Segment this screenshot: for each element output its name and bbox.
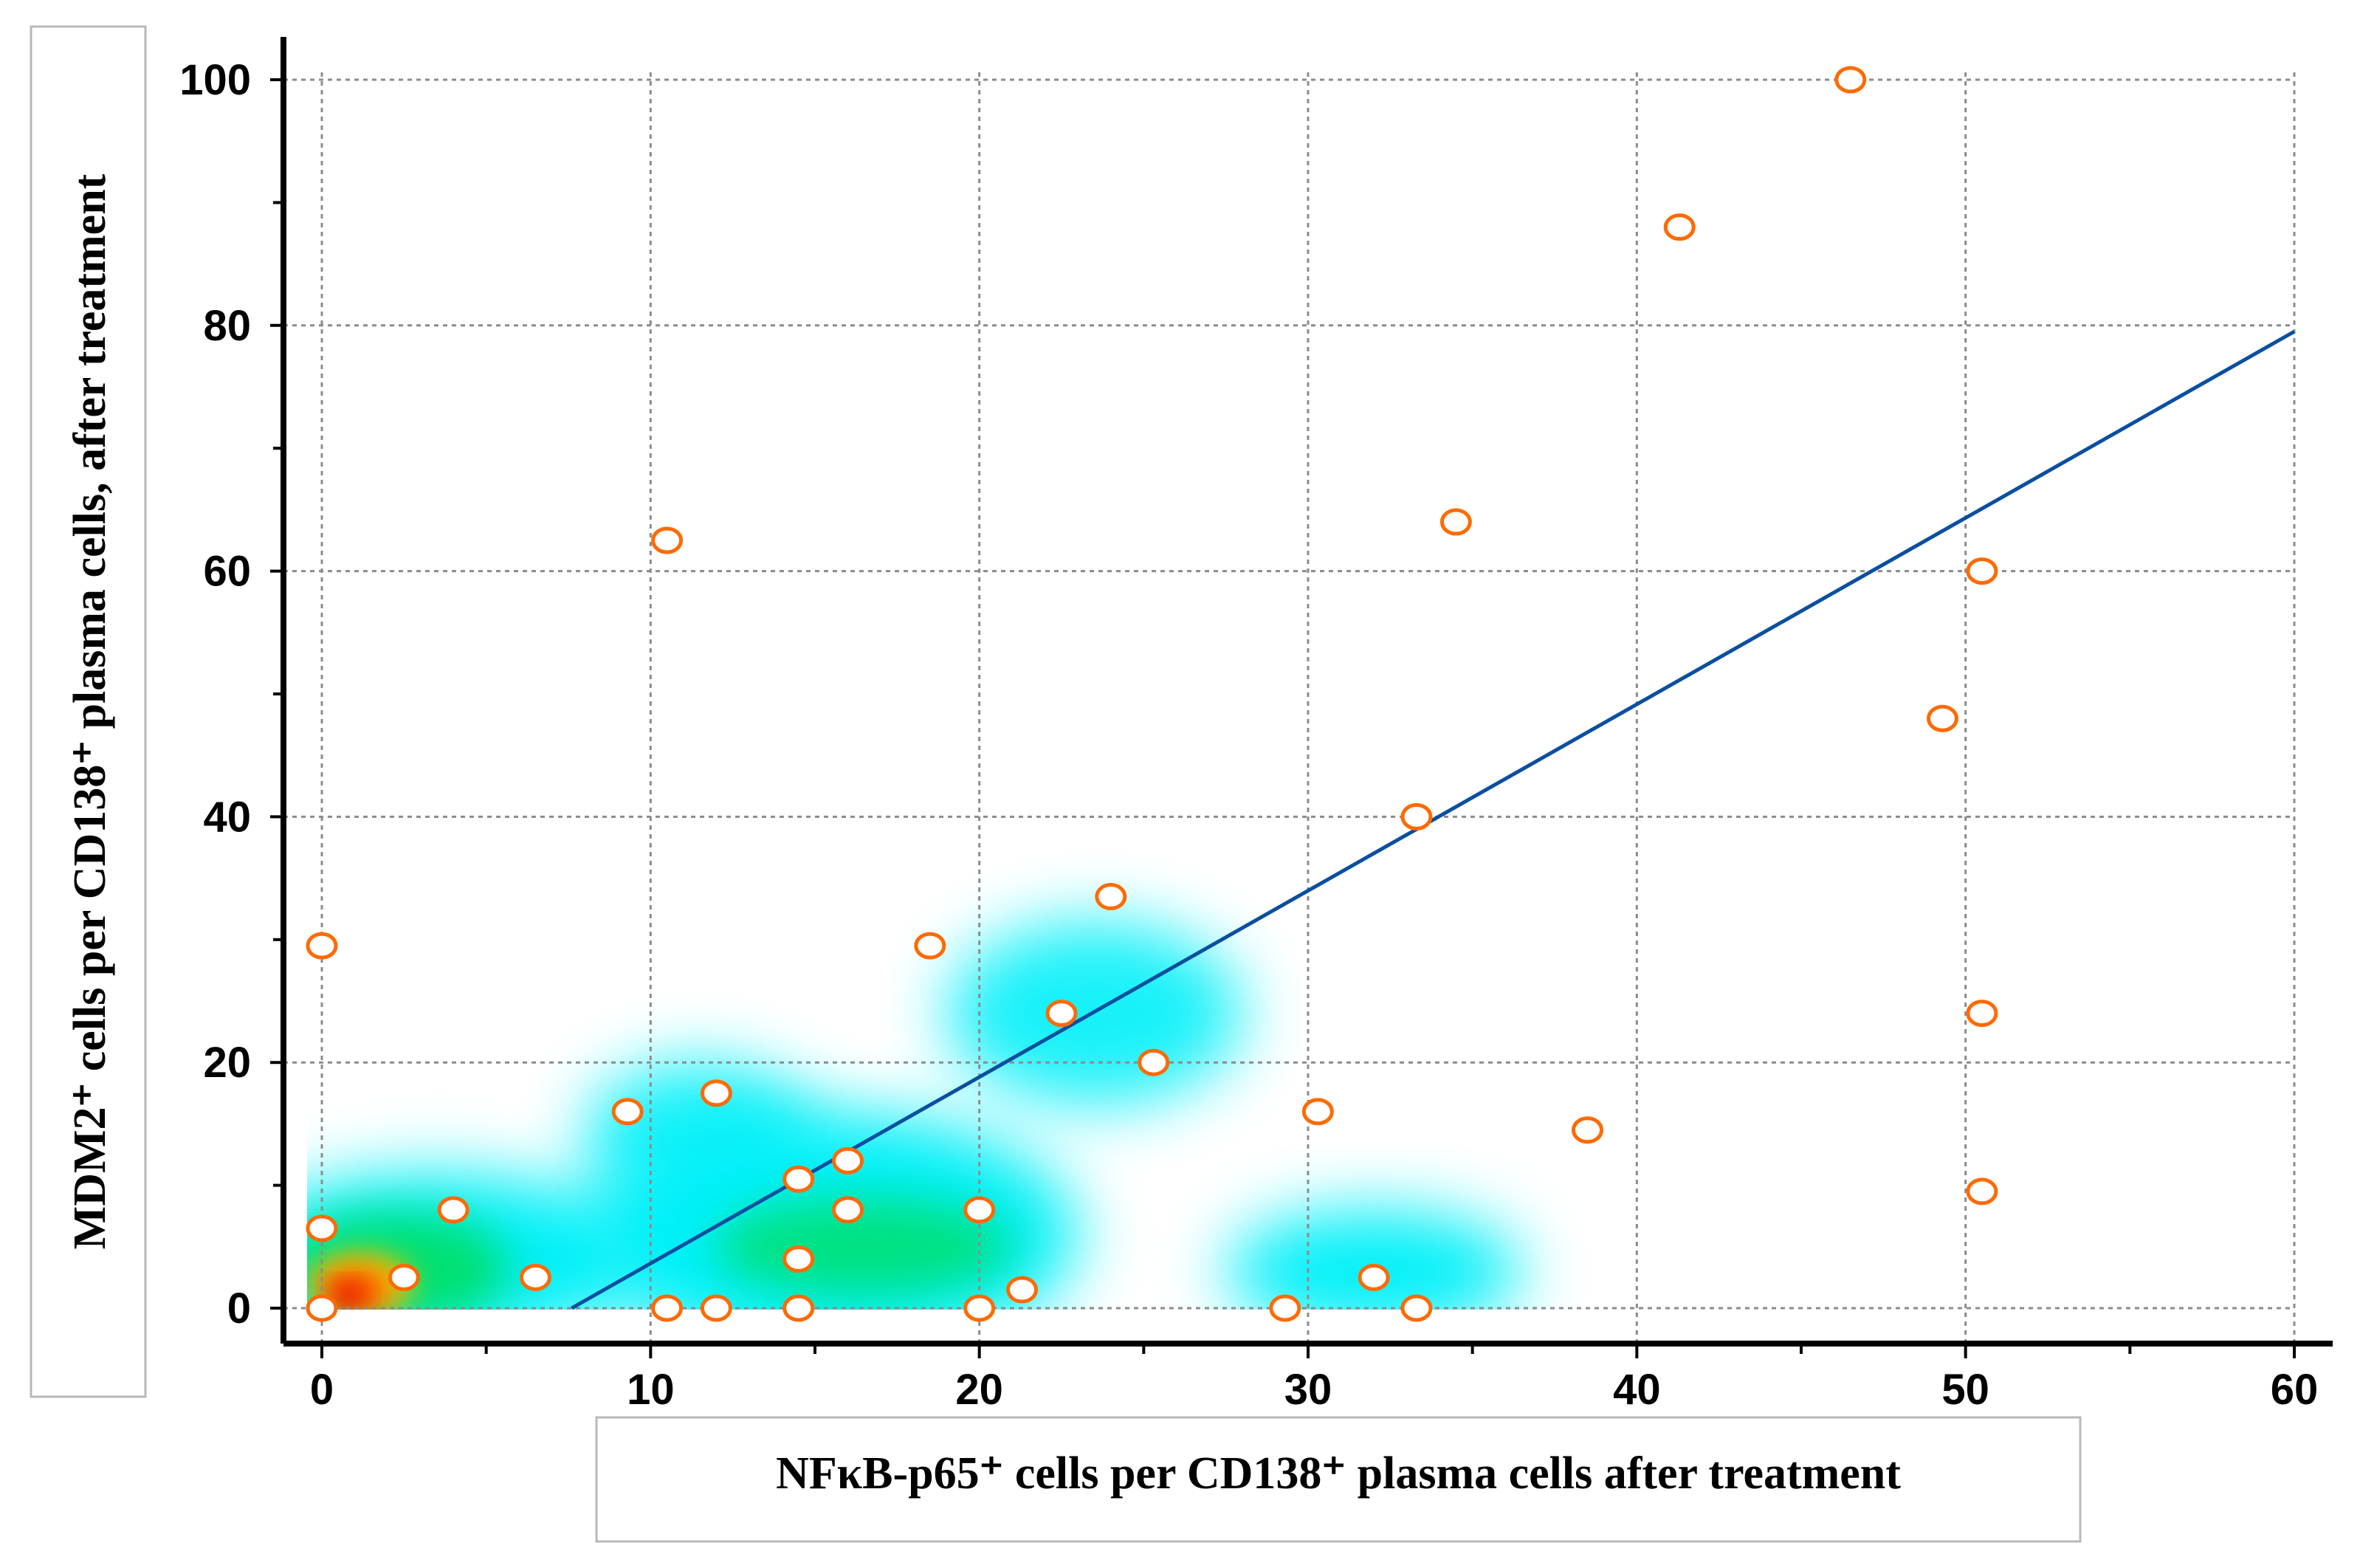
regression-line	[571, 329, 2296, 1310]
data-point	[651, 1294, 684, 1322]
data-point	[782, 1294, 815, 1322]
y-tick-label-80: 80	[203, 302, 251, 350]
density-cyan-right	[1225, 1209, 1522, 1310]
data-point	[306, 932, 338, 960]
data-point	[782, 1245, 815, 1273]
data-point	[1045, 1000, 1078, 1028]
gridlines	[283, 72, 2296, 1344]
x-axis-title-frame	[595, 1416, 2082, 1543]
x-tick-label-20: 20	[955, 1366, 1003, 1414]
y-tick-label-40: 40	[203, 793, 251, 841]
y-tick-label-0: 0	[227, 1285, 251, 1333]
data-point	[306, 1294, 338, 1322]
data-point	[1358, 1263, 1390, 1291]
data-point	[832, 1146, 864, 1175]
data-point	[388, 1263, 420, 1291]
x-tick-label-40: 40	[1613, 1366, 1661, 1414]
y-axis-title-frame	[30, 25, 147, 1398]
data-point	[651, 526, 684, 554]
data-point	[1400, 802, 1433, 831]
y-tick-label-100: 100	[179, 56, 251, 104]
data-point	[306, 1214, 338, 1242]
y-tick-label-20: 20	[203, 1039, 251, 1087]
data-point	[963, 1196, 996, 1224]
data-point	[963, 1294, 996, 1322]
data-point	[1095, 883, 1127, 911]
x-tick-label-50: 50	[1941, 1366, 1989, 1414]
data-point	[611, 1098, 644, 1126]
x-tick-label-60: 60	[2271, 1366, 2319, 1414]
data-points	[306, 66, 1998, 1322]
x-tick-labels: 0 10 20 30 40 50 60	[310, 1366, 2318, 1414]
data-point	[519, 1263, 551, 1291]
data-point	[1269, 1294, 1301, 1322]
data-point	[1966, 1000, 1998, 1028]
y-tick-label-60: 60	[203, 548, 251, 596]
data-point	[782, 1165, 815, 1193]
axis-ticks	[270, 78, 2296, 1358]
data-point	[832, 1196, 864, 1224]
density-cyan-upper	[585, 1062, 815, 1210]
data-point	[1006, 1276, 1039, 1304]
x-tick-label-0: 0	[310, 1366, 334, 1414]
y-axis-title: MDM2⁺ cells per CD138⁺ plasma cells, aft…	[65, 173, 115, 1249]
data-point	[437, 1196, 469, 1224]
y-tick-labels: 0 20 40 60 80 100	[179, 56, 251, 1333]
x-tick-label-10: 10	[627, 1366, 675, 1414]
data-point	[1834, 66, 1867, 94]
x-axis-title: NFκB-p65⁺ cells per CD138⁺ plasma cells …	[776, 1448, 1901, 1499]
data-point	[1400, 1294, 1433, 1322]
data-point	[1926, 704, 1958, 732]
data-point	[700, 1294, 732, 1322]
data-point	[1663, 213, 1696, 241]
data-point	[1572, 1116, 1604, 1144]
density-green-center	[716, 1197, 1013, 1296]
density-red	[331, 1283, 365, 1308]
data-point	[1966, 1177, 1998, 1206]
data-point	[1439, 508, 1472, 536]
data-point	[1301, 1098, 1334, 1126]
data-point	[700, 1079, 732, 1107]
data-point	[1138, 1048, 1170, 1076]
x-tick-label-30: 30	[1284, 1366, 1332, 1414]
data-point	[914, 932, 946, 960]
data-point	[1966, 557, 1998, 585]
